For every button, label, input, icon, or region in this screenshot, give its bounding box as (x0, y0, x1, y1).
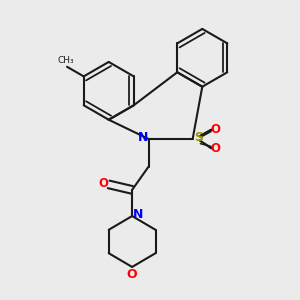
Text: N: N (133, 208, 143, 221)
Text: O: O (211, 123, 221, 136)
Text: CH₃: CH₃ (57, 56, 74, 64)
Text: N: N (137, 131, 148, 144)
Text: S: S (194, 131, 203, 144)
Text: O: O (211, 142, 221, 155)
Text: O: O (99, 176, 109, 190)
Text: O: O (127, 268, 137, 281)
